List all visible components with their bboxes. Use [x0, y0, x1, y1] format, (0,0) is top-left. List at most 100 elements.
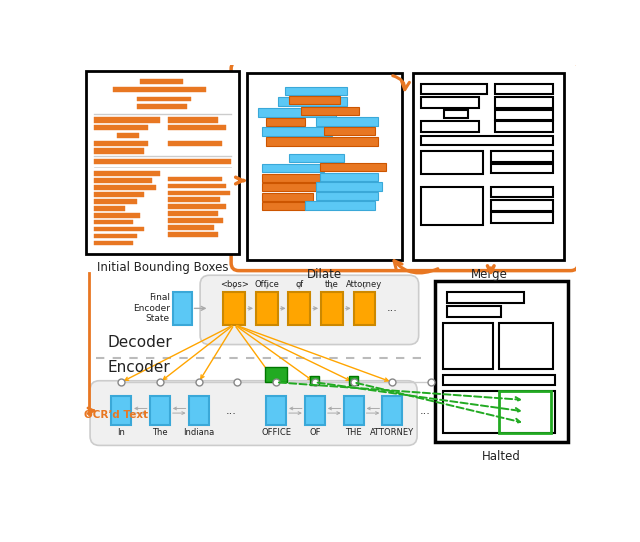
Bar [94, 148, 145, 153]
Bar [495, 83, 553, 94]
Bar [421, 151, 483, 175]
Text: ...: ... [387, 304, 398, 313]
Bar [443, 391, 555, 433]
Bar [316, 182, 382, 191]
FancyBboxPatch shape [200, 275, 419, 345]
Text: OCR’d Text: OCR’d Text [84, 410, 148, 421]
Bar [168, 125, 226, 131]
Text: Office: Office [254, 280, 279, 289]
Bar [246, 73, 402, 260]
Text: <bos>: <bos> [220, 280, 249, 289]
Bar [316, 118, 378, 126]
Bar [168, 191, 230, 195]
Text: the: the [325, 280, 339, 289]
Text: Final
Encoder
State: Final Encoder State [133, 293, 170, 323]
Bar [168, 118, 218, 123]
Bar [421, 121, 479, 132]
Bar [150, 396, 170, 425]
Text: ...: ... [419, 406, 430, 416]
Bar [266, 396, 286, 425]
Text: Halted: Halted [482, 450, 521, 463]
Bar [94, 234, 136, 238]
Bar [310, 376, 319, 385]
Bar [447, 292, 524, 303]
Bar [168, 225, 214, 230]
Bar [443, 323, 493, 369]
Bar [262, 202, 305, 210]
Bar [495, 111, 553, 120]
Bar [324, 127, 374, 135]
Bar [262, 183, 316, 191]
Bar [94, 241, 132, 245]
Bar [136, 98, 191, 101]
Bar [491, 186, 553, 197]
Bar [289, 153, 344, 162]
Bar [140, 79, 183, 85]
FancyBboxPatch shape [90, 380, 417, 446]
Bar [189, 396, 209, 425]
Bar [499, 323, 553, 369]
Text: Decoder: Decoder [107, 335, 172, 350]
Bar [168, 177, 222, 182]
Bar [168, 211, 218, 216]
Text: Indiana: Indiana [183, 429, 214, 437]
Bar [223, 292, 245, 325]
Bar [94, 178, 152, 183]
Bar [265, 367, 287, 382]
Bar [94, 206, 125, 211]
Text: Initial Bounding Boxes: Initial Bounding Boxes [97, 261, 228, 274]
Bar [111, 396, 131, 425]
Text: OF: OF [309, 429, 321, 437]
Text: OFFICE: OFFICE [261, 429, 291, 437]
Text: THE: THE [345, 429, 362, 437]
Bar [173, 292, 191, 325]
Bar [382, 396, 403, 425]
Bar [94, 118, 160, 123]
Bar [168, 218, 223, 223]
Bar [168, 197, 220, 202]
Bar [285, 87, 348, 95]
Bar [94, 140, 148, 146]
Bar [168, 232, 218, 237]
Bar [316, 192, 378, 200]
Bar [262, 173, 320, 182]
Bar [321, 292, 343, 325]
Text: of: of [295, 280, 303, 289]
Bar [94, 171, 160, 176]
Bar [344, 396, 364, 425]
Bar [443, 375, 555, 385]
Bar [495, 98, 553, 108]
Bar [94, 199, 136, 204]
Bar [262, 127, 332, 136]
Bar [94, 227, 145, 231]
Text: ...: ... [226, 406, 237, 416]
Bar [168, 140, 222, 146]
Bar [301, 107, 359, 115]
Text: Dilate: Dilate [307, 268, 342, 281]
Bar [447, 306, 501, 317]
Bar [421, 186, 483, 225]
Bar [94, 125, 148, 131]
Bar [444, 111, 467, 118]
Bar [421, 83, 487, 94]
Bar [495, 121, 553, 132]
Bar [278, 98, 348, 106]
Bar [168, 184, 226, 188]
Text: Encoder: Encoder [107, 360, 170, 375]
Bar [256, 292, 278, 325]
Text: In: In [117, 429, 125, 437]
Bar [421, 136, 553, 145]
Bar [491, 212, 553, 223]
Bar [491, 151, 553, 162]
Bar [491, 200, 553, 211]
Bar [491, 164, 553, 173]
Text: Merge: Merge [470, 268, 508, 281]
Bar [136, 104, 187, 109]
Bar [320, 173, 378, 182]
Bar [349, 376, 358, 385]
Bar [413, 73, 564, 260]
Bar [305, 396, 325, 425]
Bar [305, 201, 374, 210]
Bar [94, 159, 231, 164]
Bar [113, 87, 206, 92]
